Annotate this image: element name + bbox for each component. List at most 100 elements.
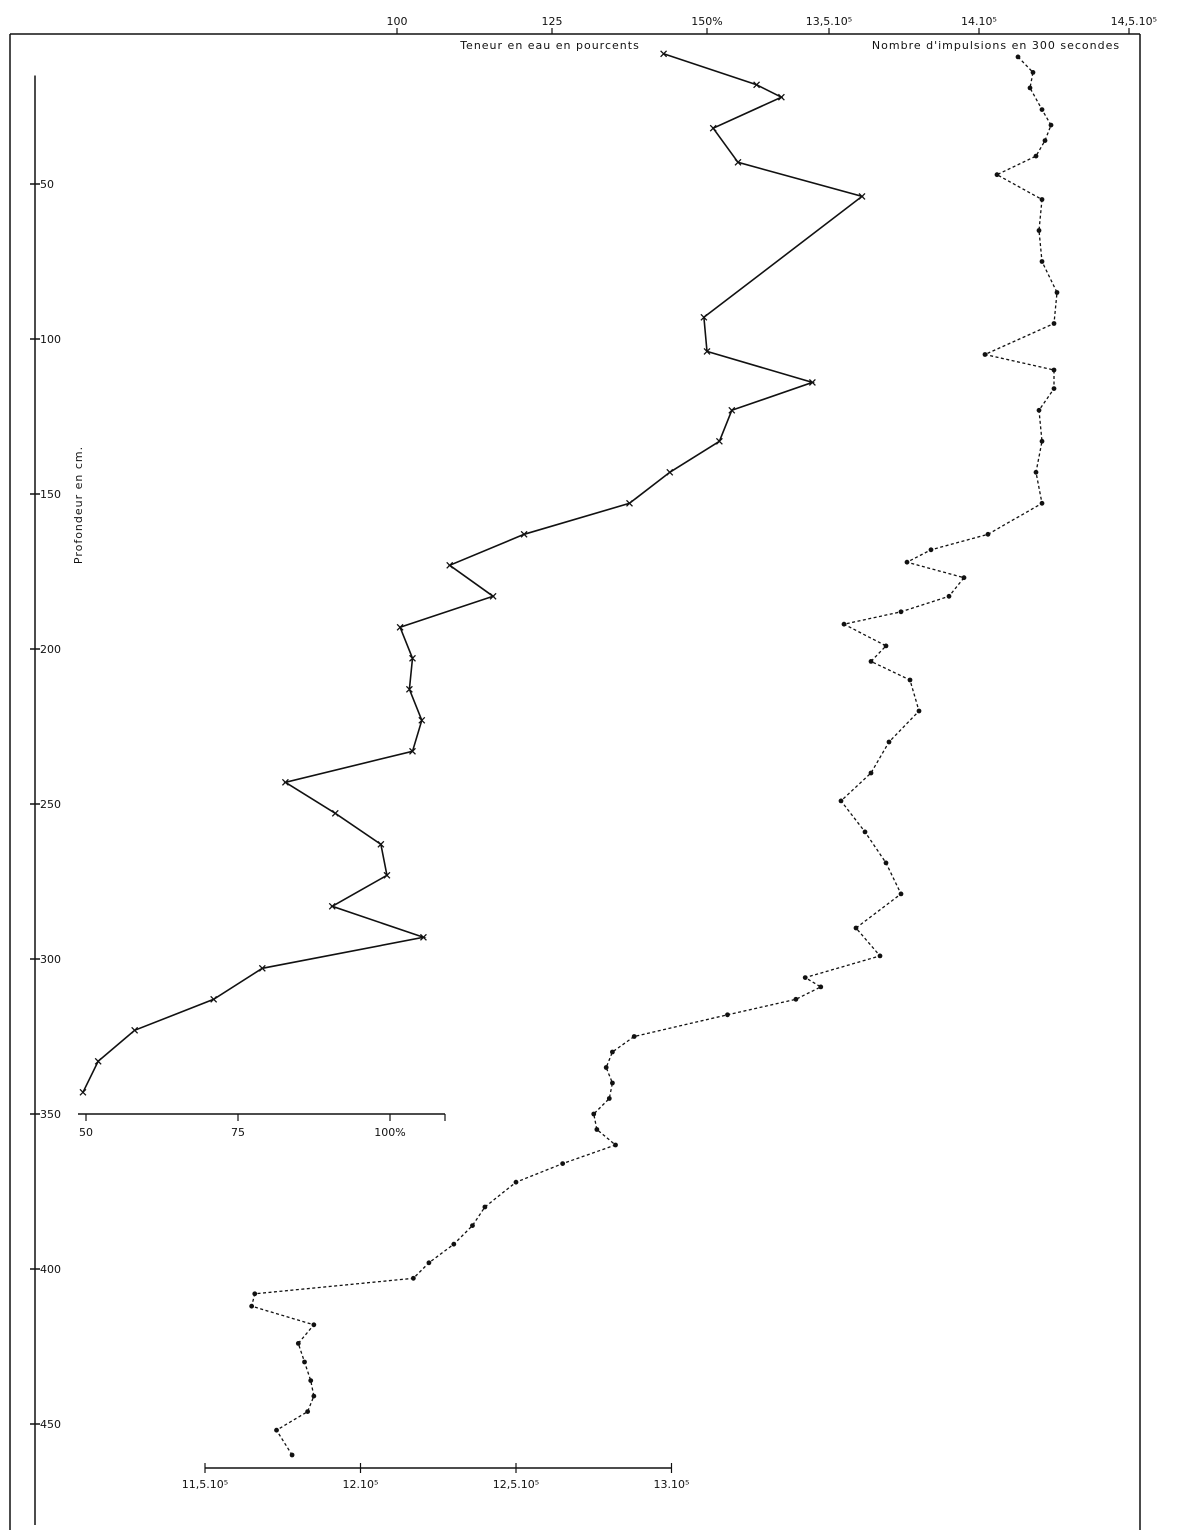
counts-point — [883, 860, 889, 866]
counts-point — [907, 677, 913, 683]
counts-point — [1036, 407, 1042, 413]
water-point — [703, 347, 711, 355]
counts-point — [451, 1241, 457, 1247]
counts-point — [793, 996, 799, 1002]
counts-series-line — [250, 56, 1058, 1456]
counts-point — [295, 1341, 301, 1346]
counts-point — [311, 1393, 317, 1399]
counts-point — [904, 559, 910, 565]
counts-point — [1033, 469, 1039, 475]
counts-point — [311, 1322, 317, 1328]
counts-point — [868, 770, 874, 776]
counts-point — [1027, 85, 1033, 91]
water-series — [79, 50, 866, 1096]
counts-point — [1048, 122, 1054, 128]
water-point — [328, 902, 336, 910]
counts-point — [613, 1142, 618, 1148]
depth-tick-label: 200 — [40, 643, 61, 656]
counts-top-axis: 13,5.10⁵ 14.10⁵ 14,5.10⁵ — [806, 15, 1157, 34]
water-point — [418, 716, 426, 724]
chart-frame — [9, 33, 1141, 1530]
counts-top-tick-label: 14.10⁵ — [961, 15, 997, 28]
counts-point — [818, 984, 824, 990]
counts-point — [1039, 500, 1045, 506]
depth-tick-label: 450 — [40, 1418, 61, 1431]
water-point — [626, 499, 633, 507]
counts-point — [470, 1223, 475, 1228]
counts-point — [883, 643, 889, 649]
counts-point — [1015, 54, 1021, 60]
counts-title: Nombre d'impulsions en 300 secondes — [872, 39, 1120, 52]
water-point — [210, 995, 218, 1003]
counts-point — [1039, 259, 1045, 264]
counts-top-tick-label: 13,5.10⁵ — [806, 15, 852, 28]
counts-point — [1039, 197, 1045, 202]
water-point — [520, 530, 528, 538]
counts-point — [802, 975, 808, 980]
counts-point — [308, 1378, 314, 1383]
counts-point — [985, 531, 991, 537]
water-point — [715, 437, 723, 445]
counts-point — [426, 1260, 432, 1266]
counts-bottom-axis: 11,5.10⁵ 12.10⁵ 12,5.10⁵ 13.10⁵ — [182, 1463, 690, 1491]
water-point — [281, 778, 289, 786]
water-point — [419, 933, 427, 941]
depth-axis: 50 100 150 200 250 300 350 400 450 — [30, 75, 61, 1525]
counts-bottom-tick-label: 12.10⁵ — [343, 1478, 379, 1491]
counts-point — [305, 1409, 311, 1414]
counts-point — [249, 1303, 255, 1309]
water-point — [808, 378, 816, 386]
water-title: Teneur en eau en pourcents — [459, 39, 640, 52]
counts-point — [1042, 138, 1048, 144]
water-top-tick-label: 100 — [387, 15, 408, 28]
depth-axis-title: Profondeur en cm. — [72, 446, 85, 564]
water-bottom-axis: 50 75 100% — [78, 1113, 446, 1139]
water-point — [734, 158, 742, 166]
counts-point — [289, 1452, 295, 1458]
counts-bottom-tick-label: 11,5.10⁵ — [182, 1478, 228, 1491]
counts-point — [1051, 386, 1057, 391]
water-point — [258, 964, 266, 972]
counts-point — [862, 829, 868, 835]
water-bottom-tick-label: 75 — [231, 1126, 245, 1139]
water-point — [777, 93, 785, 101]
water-point — [489, 592, 497, 600]
counts-point — [610, 1080, 615, 1086]
water-point — [405, 685, 413, 693]
depth-tick-label: 50 — [40, 178, 54, 191]
counts-point — [603, 1065, 609, 1070]
counts-point — [1051, 367, 1057, 373]
water-point — [383, 871, 391, 879]
depth-tick-label: 100 — [40, 333, 61, 346]
counts-bottom-tick-label: 12,5.10⁵ — [493, 1478, 539, 1491]
counts-point — [1051, 321, 1057, 326]
water-top-tick-label: 150% — [691, 15, 722, 28]
counts-point — [853, 925, 859, 931]
water-series-line — [82, 53, 864, 1093]
counts-point — [1054, 290, 1060, 295]
counts-point — [1039, 107, 1045, 112]
counts-point — [982, 352, 988, 357]
water-point — [94, 1057, 102, 1065]
counts-point — [725, 1012, 730, 1018]
counts-point — [1039, 438, 1045, 444]
water-point — [728, 406, 736, 414]
counts-bottom-tick-label: 13.10⁵ — [654, 1478, 690, 1491]
depth-tick-label: 350 — [40, 1108, 61, 1121]
counts-point — [606, 1096, 612, 1101]
counts-point — [898, 609, 904, 615]
counts-point — [961, 575, 967, 581]
counts-point — [868, 659, 874, 664]
water-point — [446, 561, 454, 569]
water-top-axis: 100 125 150% — [387, 15, 723, 34]
counts-point — [841, 621, 847, 627]
counts-point — [591, 1111, 597, 1117]
counts-series — [249, 54, 1060, 1458]
counts-point — [274, 1427, 279, 1433]
water-bottom-tick-label: 50 — [79, 1126, 93, 1139]
water-point — [409, 654, 416, 662]
water-point — [409, 747, 416, 755]
depth-tick-label: 150 — [40, 488, 61, 501]
counts-point — [1036, 228, 1042, 233]
